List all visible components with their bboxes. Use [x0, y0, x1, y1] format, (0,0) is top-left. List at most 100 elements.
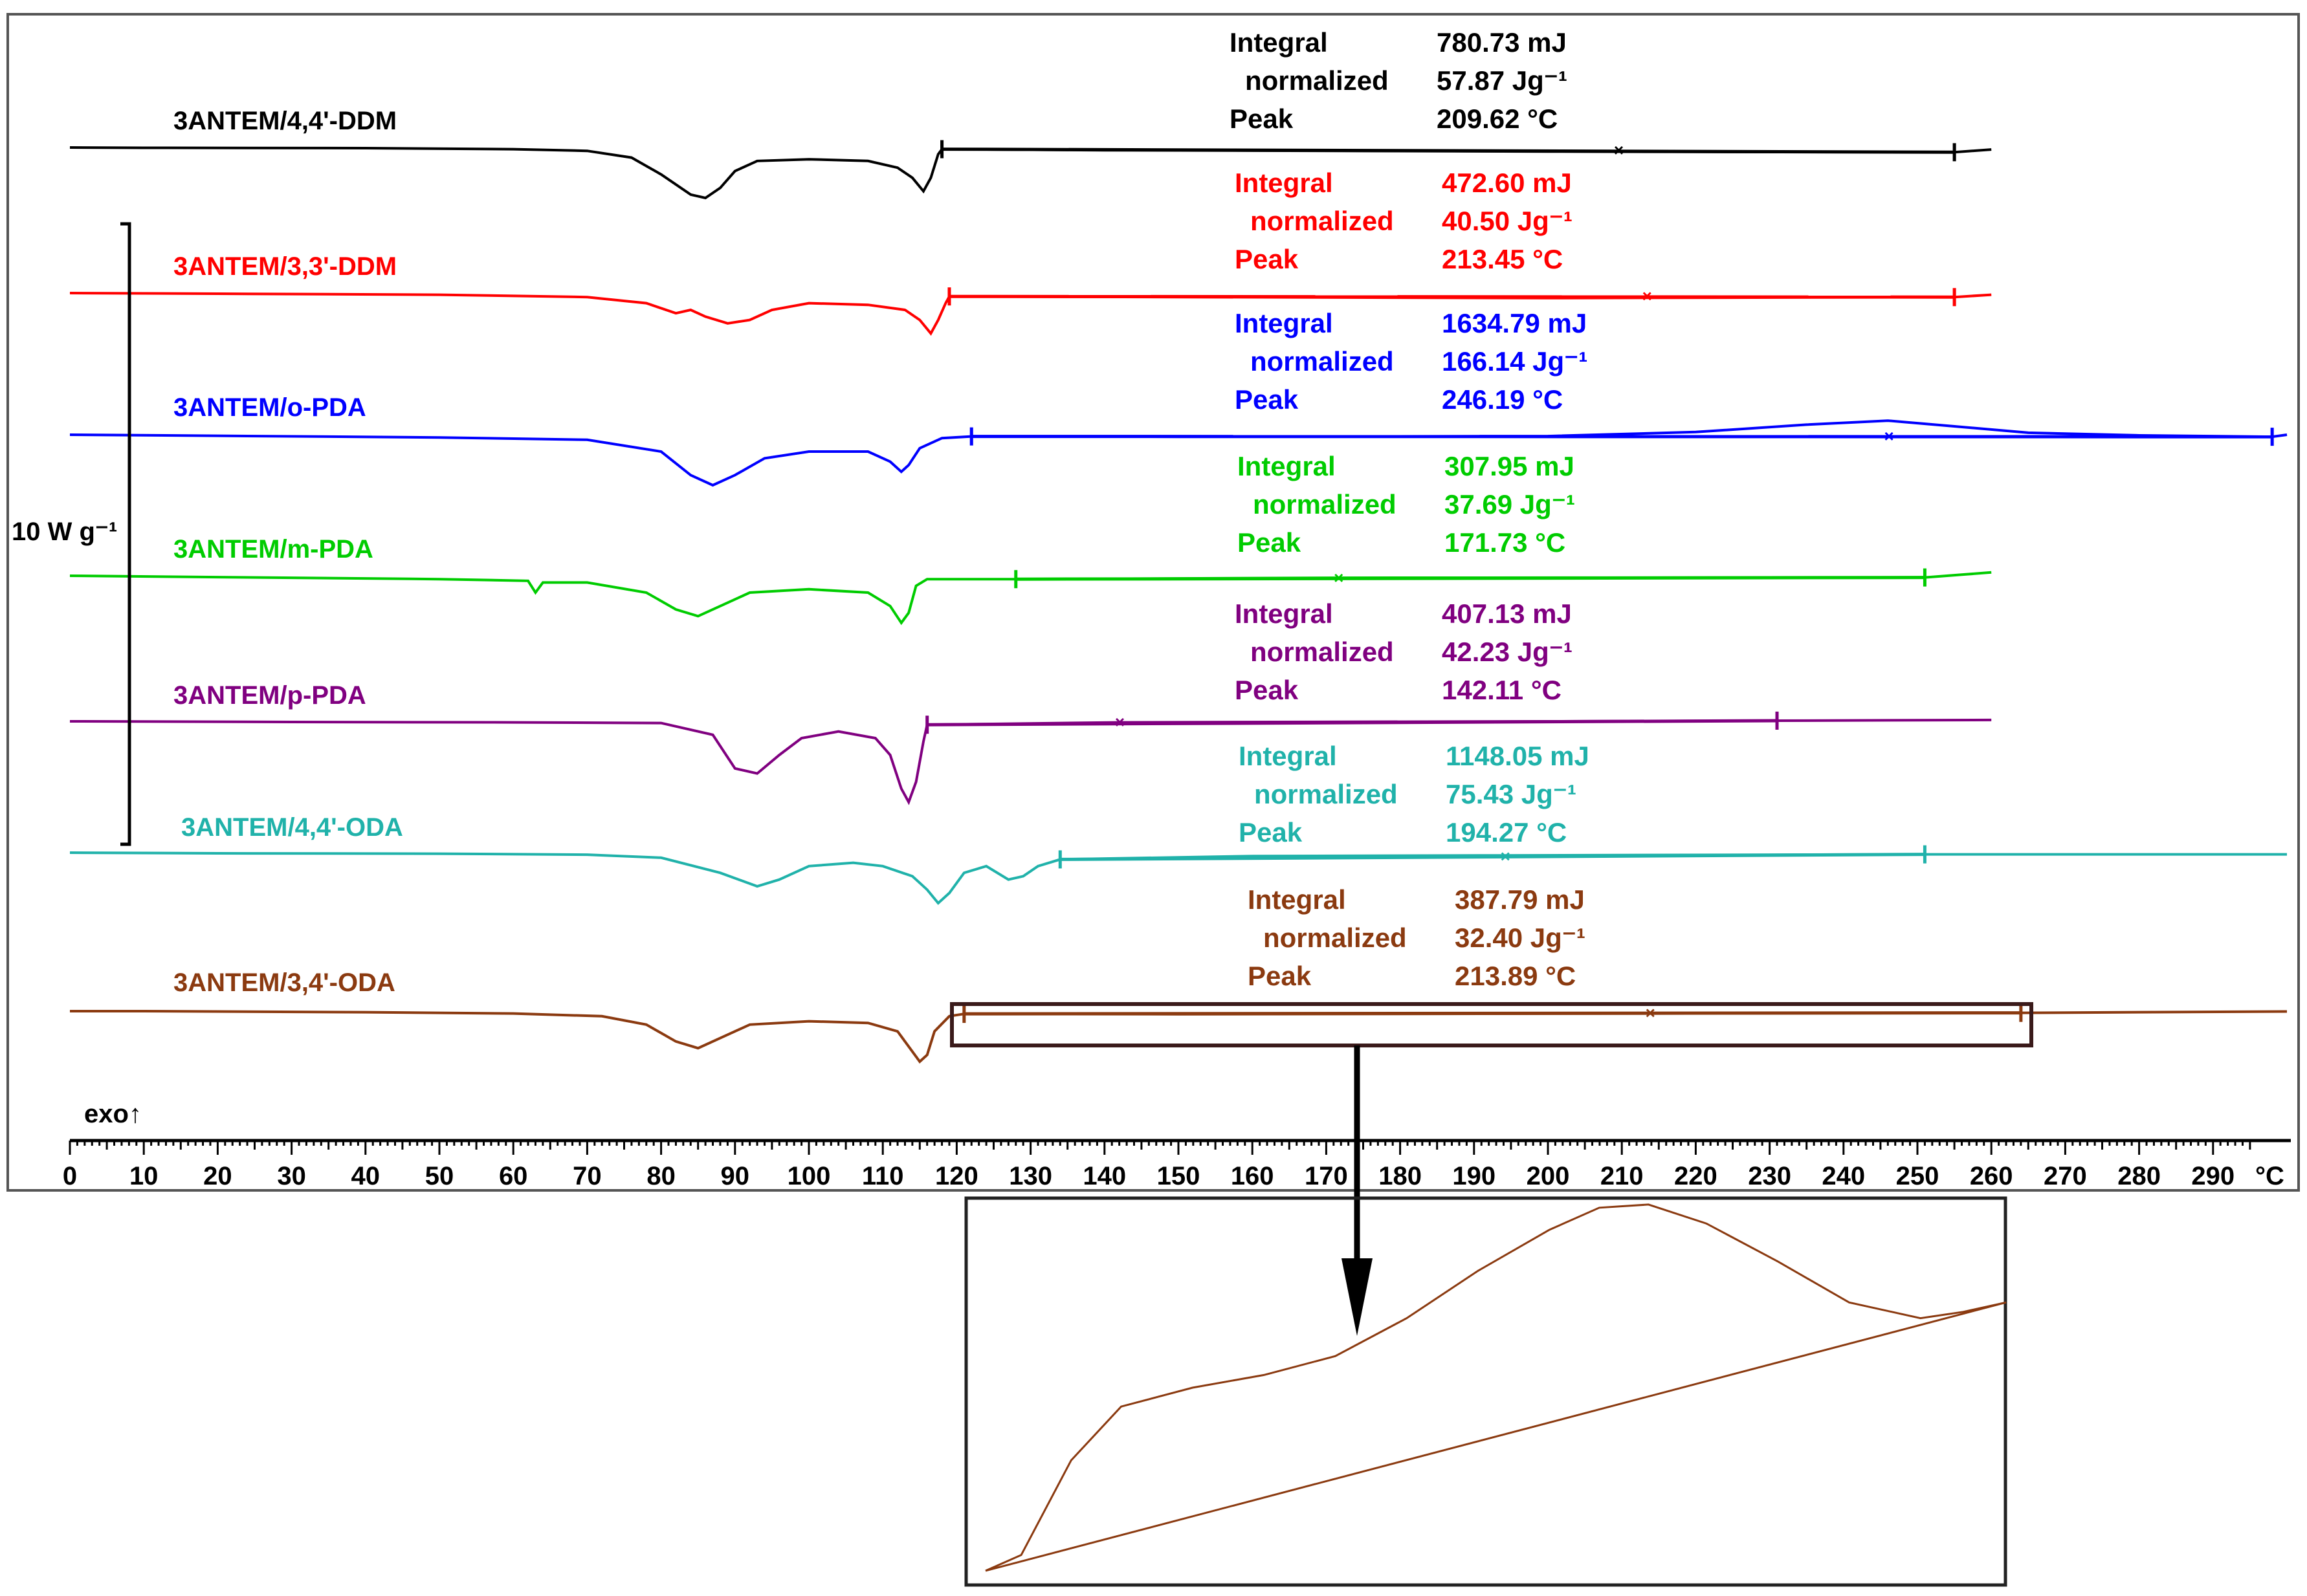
integral-key: Integral: [1230, 27, 1328, 58]
normalized-value: 57.87 Jg⁻¹: [1437, 65, 1567, 96]
integral-value: 407.13 mJ: [1442, 598, 1572, 629]
normalized-key: normalized: [1245, 65, 1389, 96]
series-line: [70, 1010, 2288, 1064]
series-labels: 3ANTEM/4,4'-DDM Integral 780.73 mJ normaliz…: [173, 27, 1589, 997]
series-line: [69, 292, 1992, 336]
normalized-value: 40.50 Jg⁻¹: [1442, 206, 1573, 236]
integral-value: 1634.79 mJ: [1442, 308, 1587, 338]
peak-marker: ×: [1334, 568, 1343, 587]
normalized-key: normalized: [1263, 923, 1407, 953]
x-tick-label: 170: [1305, 1162, 1348, 1190]
normalized-value: 75.43 Jg⁻¹: [1446, 779, 1576, 809]
x-tick-label: 290: [2191, 1162, 2235, 1190]
x-axis-unit: °C: [2255, 1162, 2284, 1190]
inset-curve: [985, 1203, 2007, 1572]
peak-key: Peak: [1235, 244, 1299, 274]
series-label: 3ANTEM/4,4'-DDM: [173, 107, 397, 135]
integral-key: Integral: [1235, 168, 1333, 198]
x-tick-label: 240: [1822, 1162, 1865, 1190]
peak-value: 171.73 °C: [1444, 527, 1565, 558]
x-tick-label: 230: [1748, 1162, 1791, 1190]
series-label: 3ANTEM/3,3'-DDM: [173, 252, 397, 281]
x-tick-label: 260: [1970, 1162, 2013, 1190]
x-tick-label: 40: [351, 1162, 381, 1190]
peak-marker: ×: [1646, 1003, 1655, 1022]
integral-value: 307.95 mJ: [1444, 451, 1574, 481]
integration-baseline: [1015, 576, 1925, 581]
integral-key: Integral: [1237, 451, 1336, 481]
main-plot-frame: [6, 13, 2300, 1192]
integration-baseline: [942, 148, 1955, 154]
normalized-key: normalized: [1253, 489, 1396, 519]
peak-key: Peak: [1239, 817, 1303, 847]
peak-value: 194.27 °C: [1446, 817, 1567, 847]
normalized-value: 166.14 Jg⁻¹: [1442, 346, 1587, 377]
series-label: 3ANTEM/m-PDA: [173, 535, 373, 563]
normalized-value: 37.69 Jg⁻¹: [1444, 489, 1575, 519]
normalized-key: normalized: [1250, 346, 1394, 377]
peak-value: 213.45 °C: [1442, 244, 1563, 274]
integration-baseline: [927, 719, 1778, 727]
x-axis: 0 10 20 30 40 50 60 70 80 90 100 110 120 130 140 150 160…: [63, 1139, 2291, 1190]
integral-value: 472.60 mJ: [1442, 168, 1572, 198]
peak-marker: ×: [1501, 847, 1510, 866]
integration-baseline: [1060, 853, 1925, 861]
integral-value: 780.73 mJ: [1437, 27, 1567, 58]
series-line: [69, 571, 1992, 626]
inset-baseline: [985, 1301, 2007, 1572]
dsc-curves: × × × × × × ×: [69, 140, 2288, 1064]
peak-marker: ×: [1115, 712, 1125, 732]
series-label: 3ANTEM/4,4'-ODA: [181, 813, 403, 842]
x-tick-label: 250: [1896, 1162, 1939, 1190]
x-tick-label: 10: [129, 1162, 159, 1190]
integration-baseline: [964, 1011, 2021, 1016]
x-tick-label: 190: [1452, 1162, 1496, 1190]
peak-marker: ×: [1884, 426, 1893, 446]
x-tick-label: 210: [1600, 1162, 1644, 1190]
x-tick-label: 30: [277, 1162, 306, 1190]
series-label: 3ANTEM/p-PDA: [173, 681, 366, 710]
x-tick-label: 20: [203, 1162, 232, 1190]
peak-key: Peak: [1248, 961, 1312, 991]
inset-plot: [985, 1203, 2007, 1572]
peak-key: Peak: [1235, 675, 1299, 705]
peak-key: Peak: [1230, 104, 1294, 134]
peak-marker: ×: [1614, 140, 1624, 160]
x-tick-label: 100: [788, 1162, 831, 1190]
peak-key: Peak: [1235, 384, 1299, 415]
exo-label: exo↑: [84, 1100, 142, 1128]
x-tick-label: 280: [2117, 1162, 2161, 1190]
integral-key: Integral: [1235, 598, 1333, 629]
normalized-key: normalized: [1250, 206, 1394, 236]
x-tick-label: 200: [1527, 1162, 1570, 1190]
series-label: 3ANTEM/o-PDA: [173, 393, 366, 422]
x-tick-label: 140: [1083, 1162, 1126, 1190]
peak-value: 246.19 °C: [1442, 384, 1563, 415]
normalized-key: normalized: [1250, 637, 1394, 667]
series-label: 3ANTEM/3,4'-ODA: [173, 968, 395, 997]
x-tick-label: 130: [1009, 1162, 1052, 1190]
series-line: [69, 419, 2288, 487]
integral-key: Integral: [1248, 884, 1346, 915]
x-tick-label: 180: [1378, 1162, 1422, 1190]
x-tick-label: 220: [1674, 1162, 1717, 1190]
integration-baseline: [949, 294, 1955, 299]
peak-value: 142.11 °C: [1442, 675, 1562, 705]
x-tick-label: 80: [646, 1162, 676, 1190]
normalized-key: normalized: [1254, 779, 1398, 809]
zoom-arrow-head: [1341, 1258, 1373, 1336]
x-tick-label: 160: [1231, 1162, 1274, 1190]
x-tick-label: 70: [573, 1162, 602, 1190]
scale-bar-label: 10 W g⁻¹: [12, 518, 117, 546]
peak-key: Peak: [1237, 527, 1301, 558]
integral-value: 387.79 mJ: [1455, 884, 1585, 915]
peak-value: 209.62 °C: [1437, 104, 1558, 134]
peak-marker: ×: [1642, 287, 1652, 306]
normalized-value: 32.40 Jg⁻¹: [1455, 923, 1585, 953]
x-tick-label: 60: [499, 1162, 528, 1190]
scale-bar-line: [120, 222, 131, 846]
x-tick-label: 270: [2044, 1162, 2087, 1190]
x-tick-label: 0: [63, 1162, 77, 1190]
x-tick-label: 110: [862, 1162, 904, 1190]
